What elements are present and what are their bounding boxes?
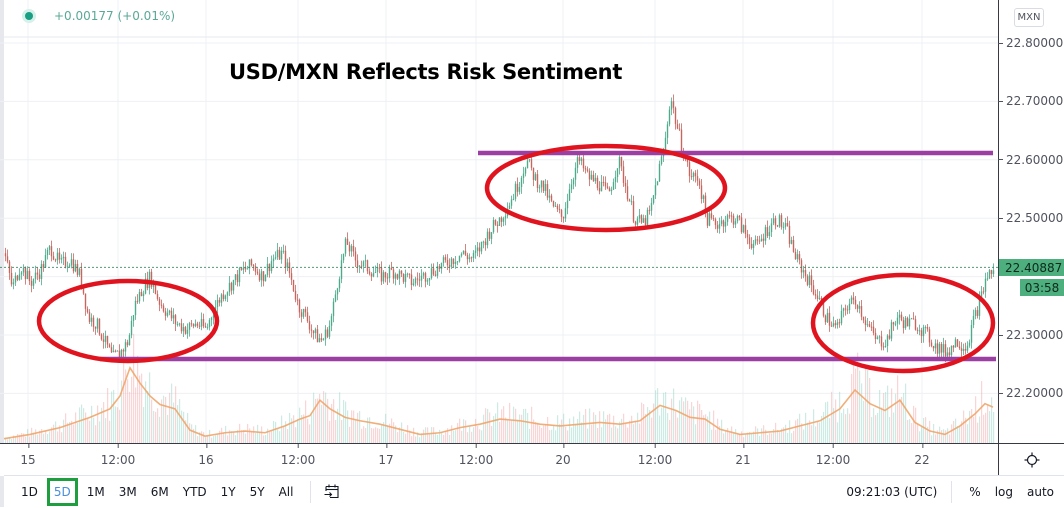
time-tick: 12:00 xyxy=(100,444,136,467)
price-tick: 22.70000 xyxy=(998,94,1063,108)
toolbar-divider xyxy=(310,481,312,503)
time-tick: 12:00 xyxy=(815,444,851,467)
range-button-all[interactable]: All xyxy=(278,485,294,499)
price-tick: 22.30000 xyxy=(998,328,1063,342)
bottom-toolbar: 1D 5D 1M 3M 6M YTD 1Y 5Y All 09:21:03 (UTC) % lo… xyxy=(4,475,1064,508)
bar-countdown: 03:58 xyxy=(1020,279,1064,297)
range-button-3m[interactable]: 3M xyxy=(118,485,137,499)
price-tick: 22.80000 xyxy=(998,36,1063,50)
range-button-5y[interactable]: 5Y xyxy=(249,485,265,499)
time-tick: 17 xyxy=(378,444,394,467)
time-tick: 12:00 xyxy=(637,444,673,467)
left-edge-strip xyxy=(0,0,4,507)
sun-settings-icon xyxy=(1024,452,1040,468)
range-button-1d[interactable]: 1D xyxy=(21,485,38,499)
price-tick: 22.60000 xyxy=(998,153,1063,167)
range-button-5d[interactable]: 5D xyxy=(46,478,78,506)
price-chart-canvas[interactable] xyxy=(0,0,998,443)
time-tick: 22 xyxy=(914,444,930,467)
percent-scale-toggle[interactable]: % xyxy=(969,485,981,499)
price-axis[interactable] xyxy=(998,0,1064,443)
time-tick: 20 xyxy=(555,444,571,467)
time-axis[interactable]: 15 12:00 16 12:00 17 12:00 20 12:00 21 12:00 22 xyxy=(0,443,998,476)
last-price-label: 22.40887 xyxy=(999,259,1064,277)
price-tick: 22.20000 xyxy=(998,386,1063,400)
chart-title: USD/MXN Reflects Risk Sentiment xyxy=(229,60,623,84)
auto-scale-toggle[interactable]: auto xyxy=(1026,485,1054,499)
price-change: +0.00177 (+0.01%) xyxy=(54,9,176,23)
time-tick: 21 xyxy=(735,444,751,467)
chart-settings-button[interactable] xyxy=(998,443,1064,476)
currency-badge[interactable]: MXN xyxy=(1014,8,1044,27)
range-button-ytd[interactable]: YTD xyxy=(182,485,207,499)
log-scale-toggle[interactable]: log xyxy=(994,485,1013,499)
goto-date-button[interactable] xyxy=(321,481,343,503)
time-tick: 16 xyxy=(198,444,214,467)
calendar-goto-icon xyxy=(324,484,340,499)
symbol-legend: +0.00177 (+0.01%) xyxy=(22,9,175,23)
price-tick: 22.50000 xyxy=(998,211,1063,225)
range-button-1m[interactable]: 1M xyxy=(86,485,105,499)
time-tick: 12:00 xyxy=(458,444,494,467)
utc-clock[interactable]: 09:21:03 (UTC) xyxy=(846,485,938,499)
range-button-1y[interactable]: 1Y xyxy=(220,485,236,499)
toolbar-divider xyxy=(951,481,953,503)
time-tick: 12:00 xyxy=(280,444,316,467)
range-button-6m[interactable]: 6M xyxy=(150,485,169,499)
time-tick: 15 xyxy=(20,444,36,467)
market-status-icon xyxy=(22,9,36,23)
